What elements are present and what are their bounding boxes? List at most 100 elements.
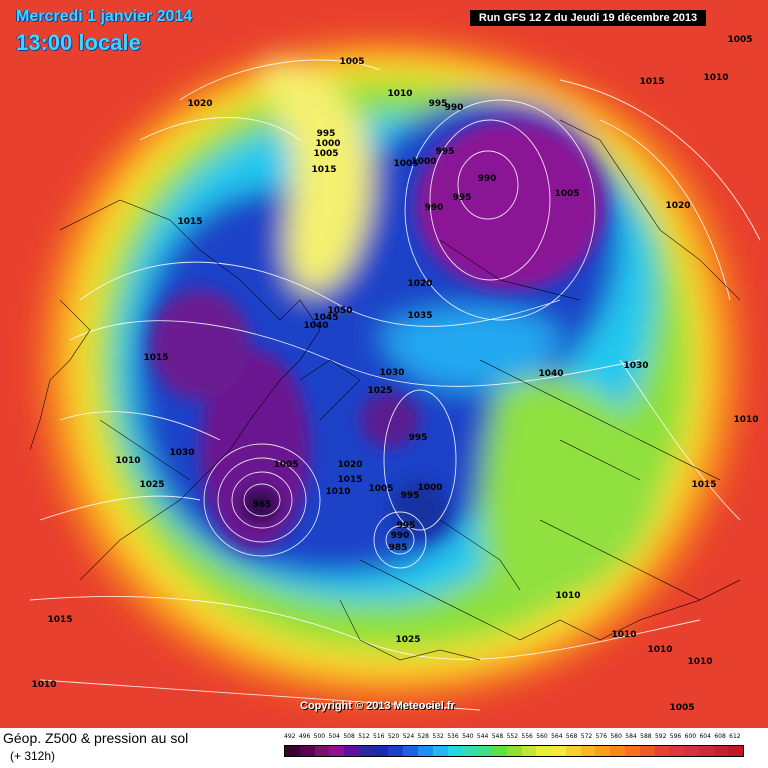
isobar-label: 1020 — [665, 201, 690, 211]
legend-value: 516 — [373, 733, 385, 740]
isobar-label: 990 — [478, 174, 497, 184]
legend-swatch — [698, 746, 714, 756]
legend-swatch — [299, 746, 315, 756]
legend-swatch — [285, 746, 300, 756]
legend-swatch — [403, 746, 419, 756]
isobar-label: 1005 — [669, 703, 694, 713]
isobar-label: 990 — [391, 531, 410, 541]
legend-value: 604 — [699, 733, 711, 740]
legend-swatch — [521, 746, 537, 756]
isobar-label: 1000 — [411, 157, 436, 167]
isobar-label: 1005 — [273, 460, 298, 470]
isobar-label: 990 — [425, 203, 444, 213]
isobar-label: 1030 — [379, 368, 404, 378]
legend-labels: 492 496 500 504 508 512 516 520 524 528 532 536 540 5… — [284, 733, 744, 743]
isobar-label: 1015 — [311, 165, 336, 175]
legend-value: 612 — [729, 733, 741, 740]
legend-value: 520 — [387, 733, 400, 740]
legend-swatch — [506, 746, 522, 756]
legend-color-bar — [284, 745, 744, 757]
isobar-label: 1025 — [395, 635, 420, 645]
isobar-label: 1045 — [313, 313, 338, 323]
legend-value: 524 — [402, 733, 415, 740]
isobar-label: 1015 — [691, 480, 716, 490]
legend-value: 492 — [284, 733, 296, 740]
legend-value: 500 — [313, 733, 326, 740]
legend-swatch — [639, 746, 655, 756]
legend-value: 536 — [447, 733, 459, 740]
legend-value: 552 — [506, 733, 519, 740]
isobar-label: 1010 — [703, 73, 728, 83]
isobar-label: 995 — [401, 491, 420, 501]
legend-value: 608 — [714, 733, 726, 740]
isobar-label: 1015 — [639, 77, 664, 87]
isobar-label: 1015 — [47, 615, 72, 625]
forecast-time: 13:00 locale — [16, 30, 141, 55]
legend-value: 532 — [432, 733, 444, 740]
legend-swatch — [654, 746, 670, 756]
isobar-label: 1005 — [727, 35, 752, 45]
isobar-label: 1020 — [337, 460, 362, 470]
legend-value: 560 — [536, 733, 548, 740]
isobar-label: 1005 — [368, 484, 393, 494]
legend-value: 568 — [565, 733, 578, 740]
legend-swatch — [491, 746, 507, 756]
isobar-label: 995 — [397, 521, 416, 531]
legend-swatch — [418, 746, 433, 756]
legend-value: 508 — [343, 733, 355, 740]
isobar-label: 990 — [445, 103, 464, 113]
isobar-label: 1005 — [554, 189, 579, 199]
legend-value: 592 — [654, 733, 667, 740]
isobar-label: 1000 — [315, 139, 340, 149]
legend-swatch — [329, 746, 345, 756]
isobar-label: 1040 — [303, 321, 328, 331]
legend-swatch — [713, 746, 729, 756]
isobar-label: 1005 — [313, 149, 338, 159]
legend-value: 600 — [684, 733, 697, 740]
legend-value: 540 — [462, 733, 474, 740]
isobar-label: 1000 — [417, 483, 442, 493]
copyright-notice: Copyright © 2013 Meteociel.fr — [300, 700, 455, 712]
legend-swatch — [624, 746, 640, 756]
legend-value: 572 — [580, 733, 593, 740]
legend-swatch — [610, 746, 625, 756]
isobar-label: 1010 — [31, 680, 56, 690]
legend-swatch — [595, 746, 611, 756]
isobar-label: 1010 — [555, 591, 580, 601]
legend-swatch — [447, 746, 463, 756]
legend-value: 576 — [595, 733, 608, 740]
model-run-label: Run GFS 12 Z du Jeudi 19 décembre 2013 — [470, 10, 706, 26]
isobar-label: 1020 — [187, 99, 212, 109]
isobar-label: 995 — [436, 147, 455, 157]
legend-value: 504 — [328, 733, 340, 740]
forecast-date: Mercredi 1 janvier 2014 — [16, 8, 193, 25]
legend-swatch — [477, 746, 492, 756]
legend-value: 588 — [640, 733, 652, 740]
isobar-label: 965 — [253, 500, 272, 510]
legend-value: 564 — [551, 733, 563, 740]
coastlines — [29, 119, 741, 661]
legend-swatch — [432, 746, 448, 756]
legend-swatch — [551, 746, 566, 756]
legend-swatch — [684, 746, 699, 756]
isobar-label: 1010 — [733, 415, 758, 425]
isobar-label: 995 — [453, 193, 472, 203]
isobar-label: 1005 — [339, 57, 364, 67]
isobar-label: 1015 — [143, 353, 168, 363]
isobar-label: 1035 — [407, 311, 432, 321]
isobar-label: 1010 — [647, 645, 672, 655]
legend-swatch — [462, 746, 478, 756]
legend-swatch — [669, 746, 685, 756]
isobar-label: 1010 — [115, 456, 140, 466]
isobar-label: 1005 — [393, 159, 418, 169]
map-title: Géop. Z500 & pression au sol — [3, 730, 189, 746]
isobar-label: 1010 — [325, 487, 350, 497]
isobar-label: 1025 — [367, 386, 392, 396]
legend-value: 584 — [625, 733, 637, 740]
isobar-label: 1015 — [337, 475, 362, 485]
legend-swatch — [728, 746, 744, 756]
footer: Géop. Z500 & pression au sol (+ 312h) 49… — [0, 728, 768, 768]
isobar-label: 1010 — [611, 630, 636, 640]
